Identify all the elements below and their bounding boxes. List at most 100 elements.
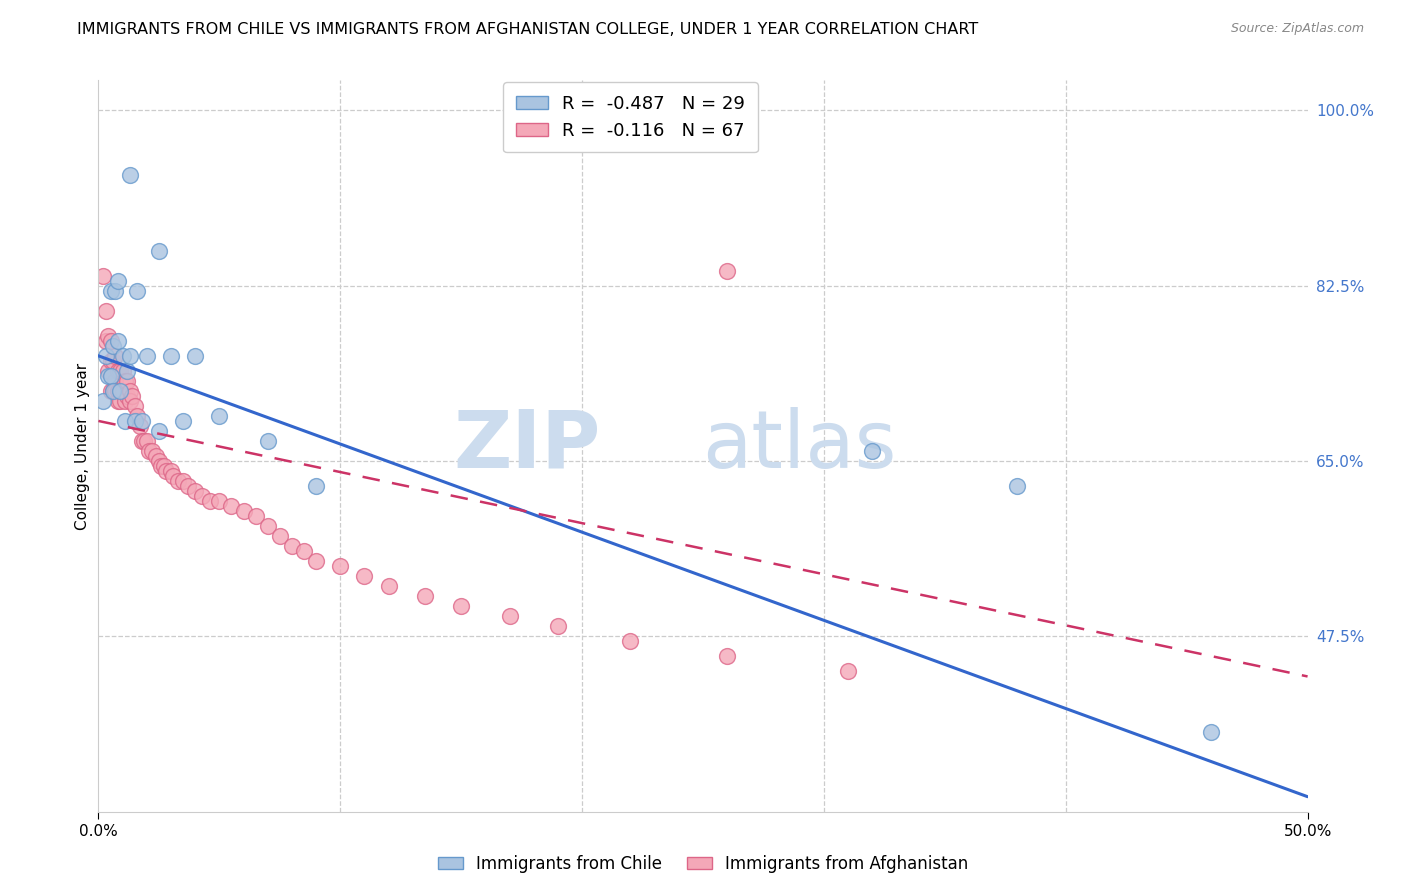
Point — [101, 384, 124, 398]
Point — [353, 569, 375, 583]
Point — [141, 444, 163, 458]
Point — [117, 364, 139, 378]
Point — [281, 539, 304, 553]
Y-axis label: College, Under 1 year: College, Under 1 year — [75, 362, 90, 530]
Point — [329, 559, 352, 574]
Point — [232, 504, 254, 518]
Legend: Immigrants from Chile, Immigrants from Afghanistan: Immigrants from Chile, Immigrants from A… — [430, 848, 976, 880]
Point — [104, 349, 127, 363]
Point — [108, 393, 131, 408]
Point — [256, 434, 278, 448]
Point — [134, 434, 156, 448]
Point — [245, 509, 267, 524]
Legend: R =  -0.487   N = 29, R =  -0.116   N = 67: R = -0.487 N = 29, R = -0.116 N = 67 — [503, 82, 758, 153]
Point — [118, 393, 141, 408]
Point — [100, 284, 122, 298]
Point — [107, 393, 129, 408]
Point — [111, 349, 134, 363]
Point — [111, 364, 134, 378]
Point — [108, 364, 131, 378]
Point — [292, 544, 315, 558]
Point — [860, 444, 883, 458]
Point — [269, 529, 291, 543]
Point — [208, 494, 231, 508]
Point — [198, 494, 221, 508]
Point — [117, 374, 139, 388]
Point — [131, 414, 153, 428]
Point — [101, 354, 124, 368]
Point — [155, 464, 177, 478]
Point — [135, 434, 157, 448]
Point — [184, 349, 207, 363]
Point — [91, 393, 114, 408]
Point — [97, 328, 120, 343]
Point — [160, 464, 183, 478]
Point — [107, 274, 129, 288]
Point — [101, 384, 124, 398]
Point — [94, 303, 117, 318]
Point — [208, 409, 231, 423]
Point — [1199, 724, 1222, 739]
Point — [221, 499, 243, 513]
Point — [111, 384, 134, 398]
Point — [148, 244, 170, 258]
Point — [305, 479, 328, 493]
Point — [114, 374, 136, 388]
Point — [135, 349, 157, 363]
Text: Source: ZipAtlas.com: Source: ZipAtlas.com — [1230, 22, 1364, 36]
Point — [114, 414, 136, 428]
Point — [498, 609, 520, 624]
Text: ZIP: ZIP — [453, 407, 600, 485]
Point — [104, 284, 127, 298]
Point — [128, 419, 150, 434]
Point — [100, 354, 122, 368]
Point — [138, 444, 160, 458]
Point — [131, 434, 153, 448]
Point — [256, 519, 278, 533]
Point — [104, 384, 127, 398]
Text: IMMIGRANTS FROM CHILE VS IMMIGRANTS FROM AFGHANISTAN COLLEGE, UNDER 1 YEAR CORRE: IMMIGRANTS FROM CHILE VS IMMIGRANTS FROM… — [77, 22, 979, 37]
Point — [172, 474, 194, 488]
Point — [837, 665, 859, 679]
Point — [148, 454, 170, 468]
Point — [305, 554, 328, 568]
Point — [107, 384, 129, 398]
Point — [107, 364, 129, 378]
Text: atlas: atlas — [703, 407, 897, 485]
Point — [91, 268, 114, 283]
Point — [100, 368, 122, 383]
Point — [100, 384, 122, 398]
Point — [1007, 479, 1029, 493]
Point — [114, 393, 136, 408]
Point — [172, 414, 194, 428]
Point — [108, 384, 131, 398]
Point — [413, 589, 436, 603]
Point — [124, 414, 146, 428]
Point — [100, 334, 122, 348]
Point — [162, 469, 184, 483]
Point — [124, 399, 146, 413]
Point — [547, 619, 569, 633]
Point — [107, 334, 129, 348]
Point — [121, 389, 143, 403]
Point — [716, 649, 738, 664]
Point — [377, 579, 399, 593]
Point — [191, 489, 214, 503]
Point — [97, 368, 120, 383]
Point — [118, 349, 141, 363]
Point — [184, 484, 207, 499]
Point — [167, 474, 190, 488]
Point — [127, 409, 149, 423]
Point — [94, 349, 117, 363]
Point — [619, 634, 641, 648]
Point — [177, 479, 200, 493]
Point — [450, 599, 472, 614]
Point — [150, 458, 173, 473]
Point — [104, 374, 127, 388]
Point — [118, 169, 141, 183]
Point — [101, 339, 124, 353]
Point — [145, 449, 167, 463]
Point — [97, 364, 120, 378]
Point — [716, 263, 738, 277]
Point — [117, 389, 139, 403]
